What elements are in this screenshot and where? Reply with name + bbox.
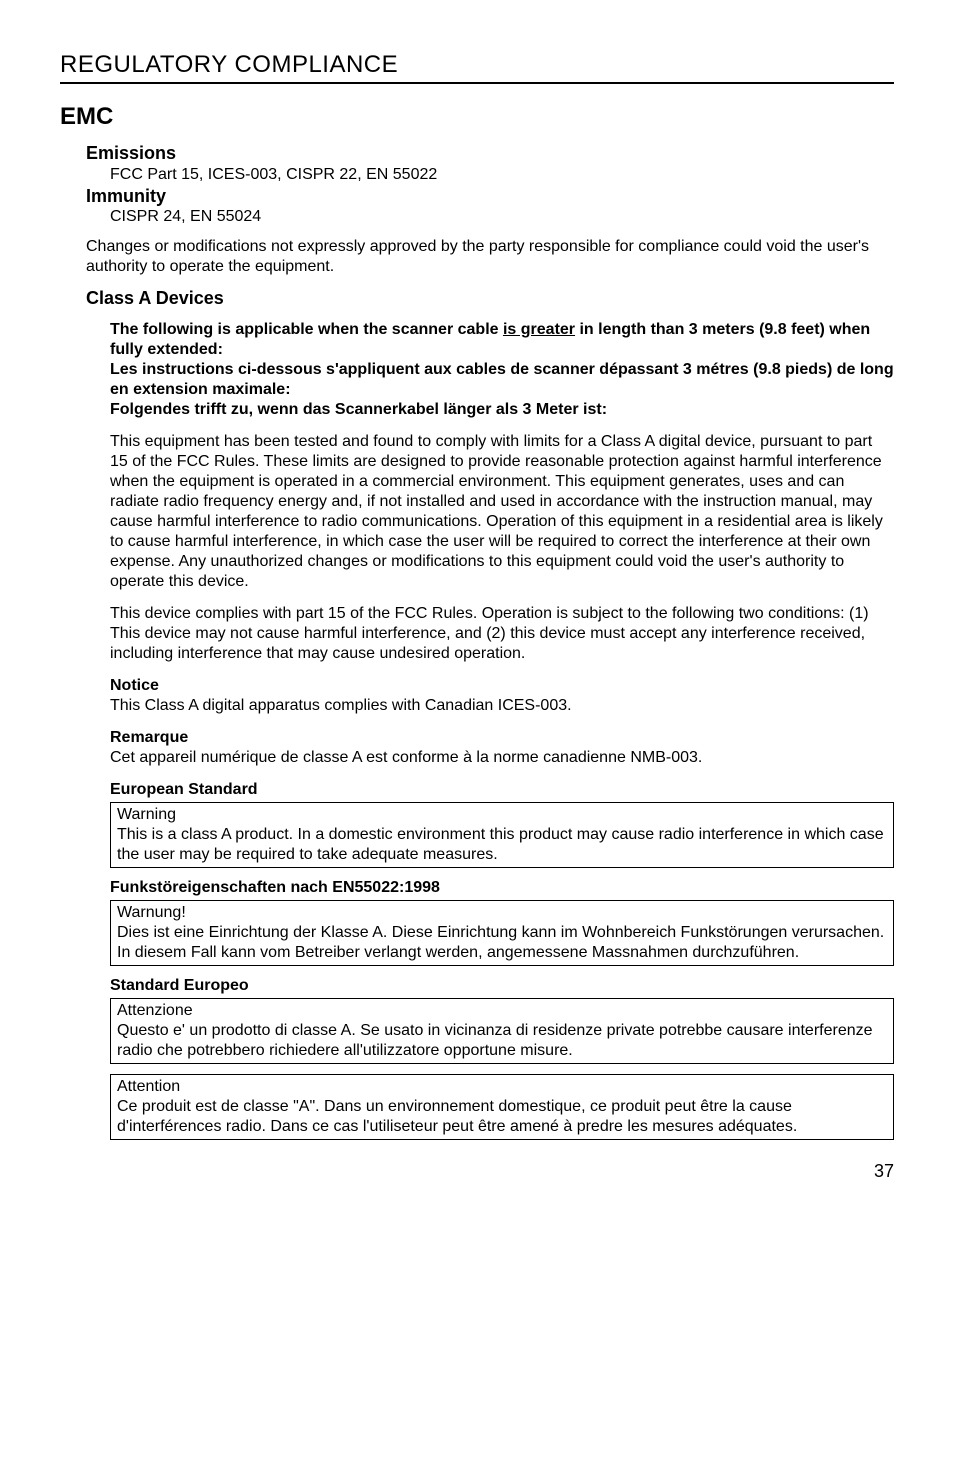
warning-box-en-body: This is a class A product. In a domestic… — [117, 825, 887, 865]
class-a-paragraph-2: This device complies with part 15 of the… — [110, 604, 894, 664]
warning-box-it-head: Attenzione — [117, 1001, 887, 1021]
standard-europeo-heading: Standard Europeo — [110, 976, 894, 996]
emissions-text: FCC Part 15, ICES-003, CISPR 22, EN 5502… — [110, 165, 894, 185]
remarque-text: Cet appareil numérique de classe A est c… — [110, 748, 894, 768]
funk-heading: Funkstöreigenschaften nach EN55022:1998 — [110, 878, 894, 898]
warning-box-en: Warning This is a class A product. In a … — [110, 802, 894, 868]
class-a-applicable-de: Folgendes trifft zu, wenn das Scannerkab… — [110, 400, 894, 420]
warning-box-fr-body: Ce produit est de classe "A". Dans un en… — [117, 1097, 887, 1137]
warning-box-fr-head: Attention — [117, 1077, 887, 1097]
chapter-title: REGULATORY COMPLIANCE — [60, 50, 894, 80]
emc-heading: EMC — [60, 102, 894, 132]
changes-paragraph: Changes or modifications not expressly a… — [86, 237, 894, 277]
warning-box-de-body: Dies ist eine Einrichtung der Klasse A. … — [117, 923, 887, 963]
emissions-label: Emissions — [86, 142, 894, 165]
immunity-text: CISPR 24, EN 55024 — [110, 207, 894, 227]
european-standard-heading: European Standard — [110, 780, 894, 800]
warning-box-fr: Attention Ce produit est de classe "A". … — [110, 1074, 894, 1140]
class-a-heading: Class A Devices — [86, 287, 894, 310]
warning-box-en-head: Warning — [117, 805, 887, 825]
class-a-applicable-fr: Les instructions ci-dessous s'appliquent… — [110, 360, 894, 400]
warning-box-de: Warnung! Dies ist eine Einrichtung der K… — [110, 900, 894, 966]
notice-text: This Class A digital apparatus complies … — [110, 696, 894, 716]
chapter-rule — [60, 82, 894, 84]
warning-box-de-head: Warnung! — [117, 903, 887, 923]
page-container: REGULATORY COMPLIANCE EMC Emissions FCC … — [0, 0, 954, 1212]
warning-box-it: Attenzione Questo e' un prodotto di clas… — [110, 998, 894, 1064]
class-a-paragraph-1: This equipment has been tested and found… — [110, 432, 894, 592]
remarque-heading: Remarque — [110, 728, 894, 748]
page-number: 37 — [60, 1160, 894, 1183]
immunity-label: Immunity — [86, 185, 894, 208]
notice-heading: Notice — [110, 676, 894, 696]
warning-box-it-body: Questo e' un prodotto di classe A. Se us… — [117, 1021, 887, 1061]
class-a-applicable-en: The following is applicable when the sca… — [110, 320, 894, 360]
